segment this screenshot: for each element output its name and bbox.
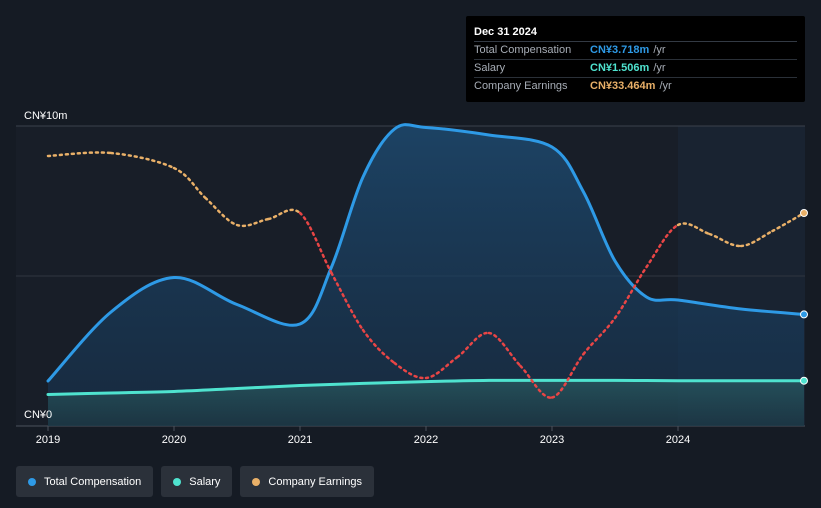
legend-label: Company Earnings: [268, 475, 362, 488]
y-tick-label-top: CN¥10m: [24, 110, 67, 122]
company-earnings-segment: [739, 229, 774, 248]
company-earnings-segment: [424, 355, 459, 380]
tooltip-date: Dec 31 2024: [474, 24, 797, 42]
legend-dot-icon: [173, 477, 182, 486]
x-tick-label: 2020: [162, 434, 186, 446]
company-earnings-segment: [204, 196, 239, 227]
total-compensation-line: [46, 123, 806, 383]
x-tick-layer: 2019 2020 2021 2022 2023 2024: [36, 426, 690, 446]
company-earnings-segment: [613, 265, 648, 320]
legend-label: Total Compensation: [44, 475, 142, 488]
company-earnings-segment: [708, 232, 743, 248]
tooltip-row-earnings: Company Earnings CN¥33.464m /yr: [474, 78, 797, 95]
company-earnings-end-marker[interactable]: [800, 209, 808, 217]
salary-line: [46, 378, 806, 396]
tooltip-row-salary: Salary CN¥1.506m /yr: [474, 60, 797, 78]
tooltip: Dec 31 2024 Total Compensation CN¥3.718m…: [466, 16, 805, 102]
company-earnings-segment: [235, 217, 270, 228]
company-earnings-segment: [456, 331, 491, 359]
company-earnings-segment: [361, 328, 396, 365]
company-earnings-segment: [298, 211, 333, 275]
legend-item-total-compensation[interactable]: Total Compensation: [16, 466, 154, 497]
legend-item-company-earnings[interactable]: Company Earnings: [240, 466, 374, 497]
legend-label: Salary: [189, 475, 221, 488]
tooltip-label: Total Compensation: [474, 44, 572, 56]
total-compensation-area: [48, 124, 804, 426]
tooltip-value: CN¥33.464m: [590, 80, 656, 92]
x-tick-label: 2023: [540, 434, 564, 446]
x-tick-label: 2021: [288, 434, 312, 446]
area-layer: [48, 124, 804, 426]
legend: Total Compensation Salary Company Earnin…: [16, 466, 374, 497]
tooltip-unit: /yr: [653, 62, 666, 74]
tooltip-label: Company Earnings: [474, 80, 568, 92]
company-earnings-segment: [582, 316, 617, 356]
legend-dot-icon: [252, 477, 261, 486]
tooltip-value: CN¥3.718m: [590, 44, 650, 56]
y-tick-label-bottom: CN¥0: [24, 409, 52, 421]
tooltip-unit: /yr: [653, 44, 666, 56]
tooltip-value: CN¥1.506m: [590, 62, 650, 74]
company-earnings-segment: [109, 151, 176, 170]
tooltip-row-total: Total Compensation CN¥3.718m /yr: [474, 42, 797, 60]
legend-item-salary[interactable]: Salary: [161, 466, 233, 497]
company-earnings-segment: [172, 166, 207, 200]
salary-end-marker[interactable]: [800, 376, 808, 385]
company-earnings-segment: [393, 361, 428, 380]
marker-layer: [800, 209, 808, 385]
x-tick-label: 2019: [36, 434, 60, 446]
tooltip-label: Salary: [474, 62, 506, 74]
company-earnings-segment: [267, 208, 302, 221]
company-earnings-segment: [771, 211, 806, 233]
legend-dot-icon: [28, 477, 36, 486]
company-earnings-segment: [330, 271, 365, 332]
company-earnings-segment: [550, 352, 585, 399]
company-earnings-segment: [645, 223, 680, 269]
line-layer: [46, 123, 806, 399]
x-tick-label: 2024: [666, 434, 690, 446]
x-tick-label: 2022: [414, 434, 438, 446]
company-earnings-segment: [487, 331, 522, 368]
tooltip-unit: /yr: [659, 80, 672, 92]
total-compensation-end-marker[interactable]: [800, 310, 808, 319]
salary-area: [48, 380, 804, 426]
company-earnings-segment: [676, 222, 711, 236]
company-earnings-segment: [519, 364, 554, 399]
